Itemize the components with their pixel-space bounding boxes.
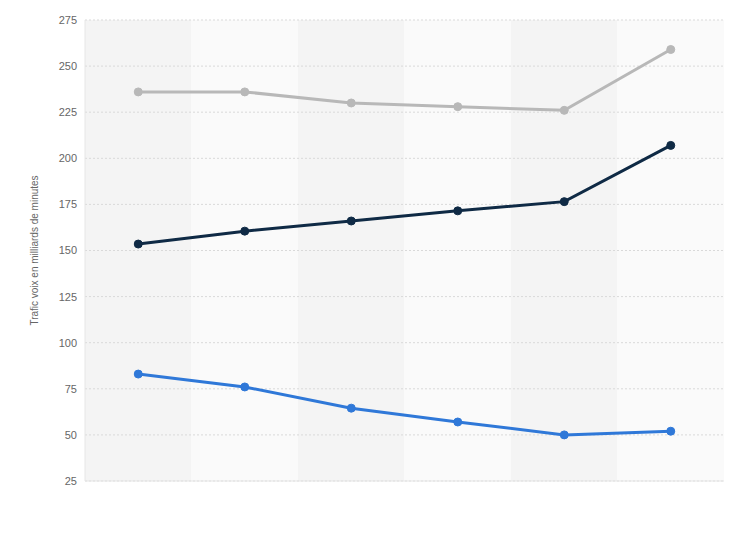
svg-text:150: 150 (59, 244, 77, 256)
svg-text:225: 225 (59, 106, 77, 118)
svg-text:200: 200 (59, 152, 77, 164)
svg-text:100: 100 (59, 337, 77, 349)
svg-text:Trafic voix en milliards de mi: Trafic voix en milliards de minutes (29, 175, 40, 325)
svg-text:75: 75 (65, 383, 77, 395)
svg-text:25: 25 (65, 475, 77, 487)
svg-text:125: 125 (59, 291, 77, 303)
svg-text:50: 50 (65, 429, 77, 441)
svg-text:275: 275 (59, 14, 77, 26)
svg-text:250: 250 (59, 60, 77, 72)
svg-text:175: 175 (59, 198, 77, 210)
